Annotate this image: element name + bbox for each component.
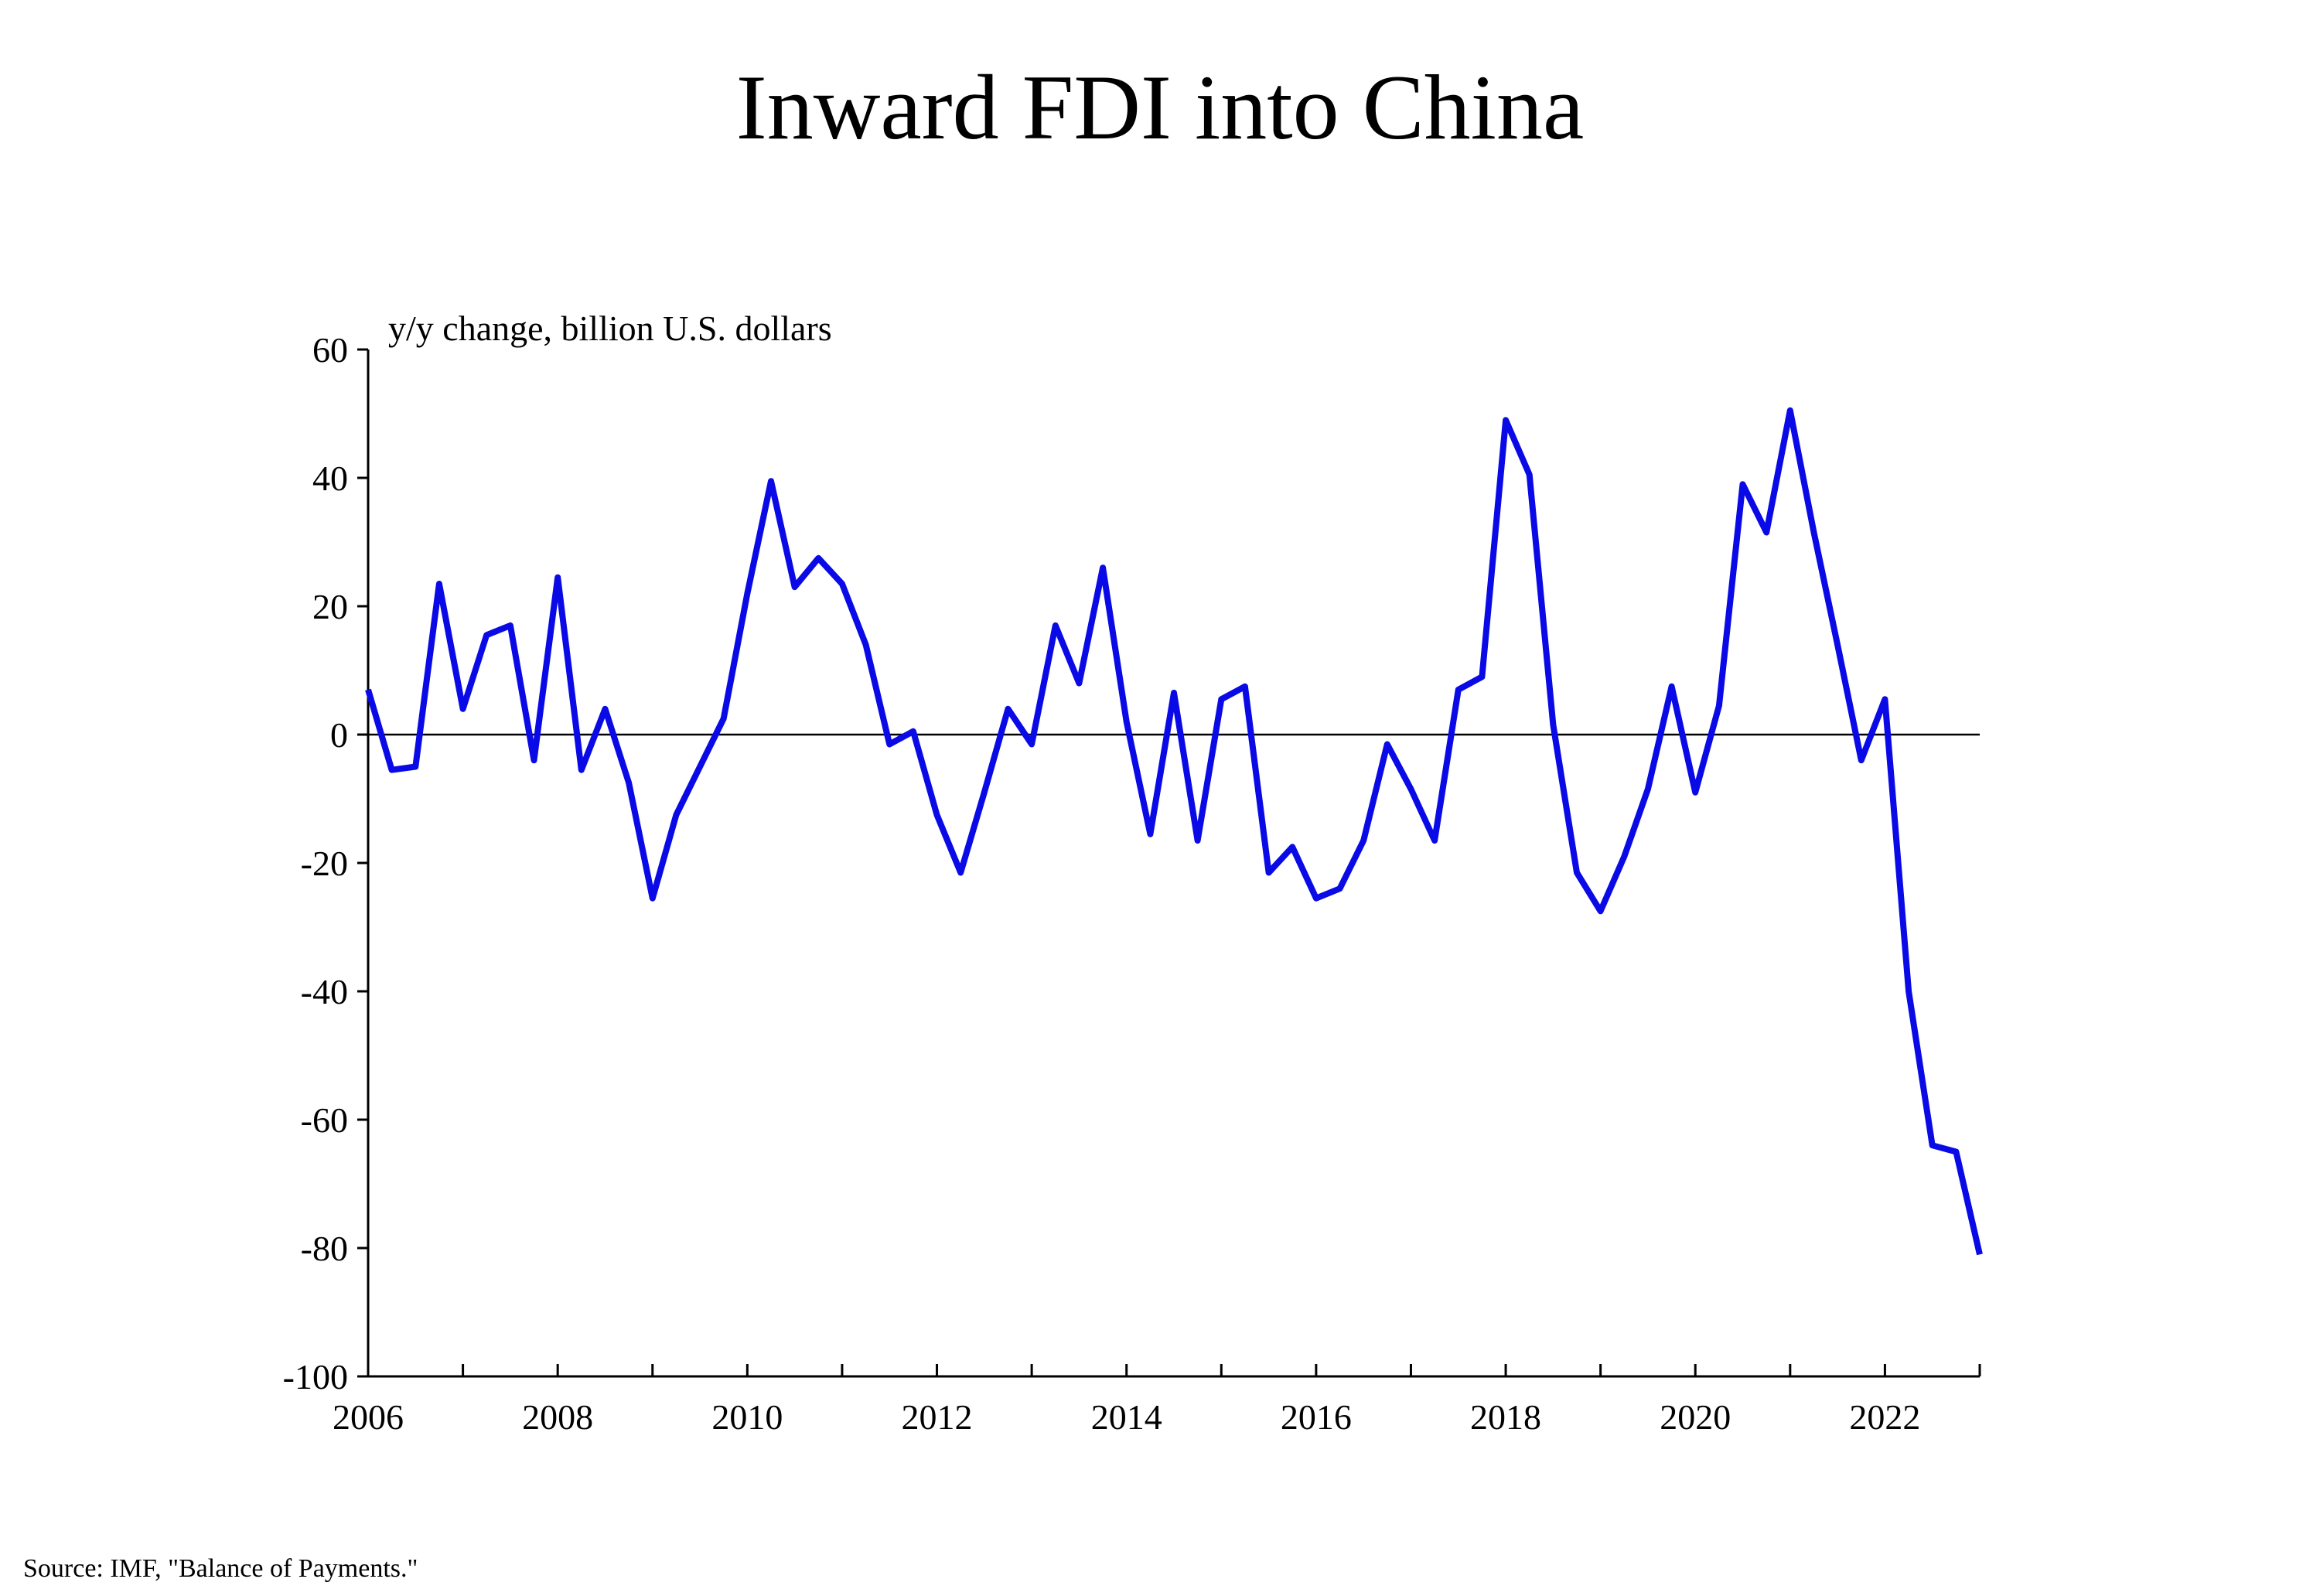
- y-tick-label: -60: [301, 1100, 348, 1140]
- x-tick-label: 2020: [1660, 1397, 1731, 1437]
- y-tick-label: -100: [283, 1357, 348, 1396]
- y-tick-label: -40: [301, 972, 348, 1011]
- series-lines: [365, 407, 1983, 1256]
- y-axis: 60 40 20 0 -20 -40 -60 -80 -100: [283, 330, 368, 1396]
- x-tick-label: 2012: [902, 1397, 973, 1437]
- x-tick-label: 2016: [1281, 1397, 1352, 1437]
- x-tick-label: 2022: [1849, 1397, 1920, 1437]
- x-tick-label: 2018: [1470, 1397, 1541, 1437]
- y-tick-label: -20: [301, 844, 348, 883]
- x-tick-label: 2006: [333, 1397, 404, 1437]
- y-tick-label: 40: [312, 459, 348, 498]
- x-tick-label: 2010: [711, 1397, 783, 1437]
- y-tick-label: 0: [330, 715, 348, 755]
- y-tick-label: -80: [301, 1229, 348, 1268]
- x-tick-label: 2014: [1091, 1397, 1162, 1437]
- chart-title: Inward FDI into China: [735, 56, 1585, 159]
- series-line-1: [365, 407, 1983, 1256]
- x-tick-label: 2008: [522, 1397, 593, 1437]
- y-tick-label: 20: [312, 587, 348, 626]
- y-axis-label: y/y change, billion U.S. dollars: [388, 309, 832, 348]
- y-tick-label: 60: [312, 330, 348, 370]
- x-axis: 2006 2008 2010 2012 2014 2016 2018 2020 2022: [333, 1364, 1981, 1437]
- source-note: Source: IMF, "Balance of Payments.": [23, 1554, 418, 1583]
